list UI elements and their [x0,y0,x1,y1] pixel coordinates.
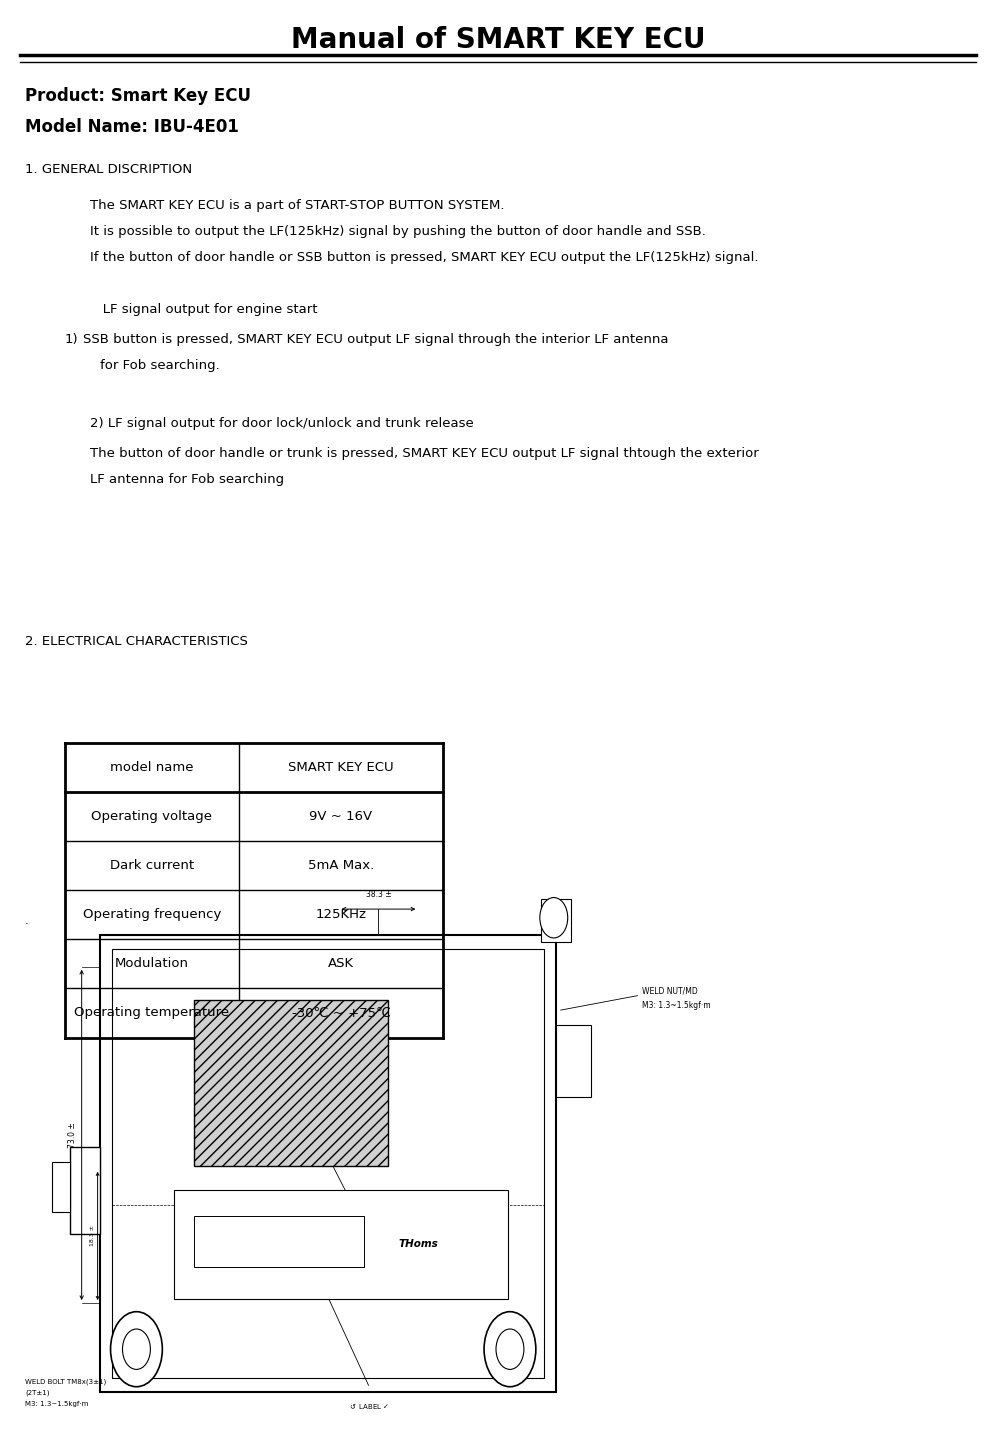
Text: Operating voltage: Operating voltage [92,810,212,824]
Text: .: . [25,916,29,926]
Bar [194,1216,364,1267]
Text: 73.0 ±: 73.0 ± [68,1123,77,1147]
Circle shape [496,1329,524,1369]
Text: 18.3 ±: 18.3 ± [90,1225,95,1247]
Text: 38.3 ±: 38.3 ± [366,890,391,899]
Text: SSB button is pressed, SMART KEY ECU output LF signal through the interior LF an: SSB button is pressed, SMART KEY ECU out… [83,333,668,346]
Text: M3: 1.3~1.5kgf·m: M3: 1.3~1.5kgf·m [642,1001,711,1010]
Text: LF antenna for Fob searching: LF antenna for Fob searching [90,473,284,486]
Bar [556,1025,591,1097]
Text: 125KHz: 125KHz [316,908,367,922]
Text: If the button of door handle or SSB button is pressed, SMART KEY ECU output the : If the button of door handle or SSB butt… [90,251,758,264]
Text: model name: model name [110,760,193,775]
Text: SMART KEY ECU: SMART KEY ECU [288,760,393,775]
Text: 1. GENERAL DISCRIPTION: 1. GENERAL DISCRIPTION [25,163,192,176]
Bar [52,1162,70,1212]
Text: (2T±1): (2T±1) [25,1390,50,1397]
Text: -30℃ ~ +75℃: -30℃ ~ +75℃ [292,1006,390,1020]
Text: 2. ELECTRICAL CHARACTERISTICS: 2. ELECTRICAL CHARACTERISTICS [25,635,248,648]
Text: M3: 1.3~1.5kgf·m: M3: 1.3~1.5kgf·m [25,1401,89,1407]
Text: 1): 1) [65,333,79,346]
Text: THoms: THoms [398,1240,438,1248]
Text: Operating frequency: Operating frequency [83,908,221,922]
Text: Modulation: Modulation [115,957,189,971]
Text: for Fob searching.: for Fob searching. [83,359,219,372]
Bar [70,1147,100,1234]
Text: 9V ~ 16V: 9V ~ 16V [310,810,373,824]
Text: 5mA Max.: 5mA Max. [308,859,374,873]
Circle shape [540,898,568,938]
Bar [194,1000,388,1166]
Text: Operating temperature: Operating temperature [75,1006,229,1020]
Text: The button of door handle or trunk is pressed, SMART KEY ECU output LF signal th: The button of door handle or trunk is pr… [90,447,758,460]
Bar [112,949,544,1378]
Circle shape [123,1329,150,1369]
Text: The SMART KEY ECU is a part of START-STOP BUTTON SYSTEM.: The SMART KEY ECU is a part of START-STO… [90,199,504,212]
Text: >PP-T030<: >PP-T030< [234,1248,274,1254]
Text: It is possible to output the LF(125kHz) signal by pushing the button of door han: It is possible to output the LF(125kHz) … [90,225,705,238]
Text: LF signal output for engine start: LF signal output for engine start [90,303,317,316]
Text: Product: Smart Key ECU: Product: Smart Key ECU [25,87,251,104]
Text: $\circlearrowleft$ LABEL $\checkmark$: $\circlearrowleft$ LABEL $\checkmark$ [348,1403,389,1411]
Text: 2) LF signal output for door lock/unlock and trunk release: 2) LF signal output for door lock/unlock… [90,417,473,430]
Text: ASK: ASK [328,957,355,971]
Circle shape [484,1312,536,1387]
Circle shape [111,1312,162,1387]
Text: Model Name: IBU-4E01: Model Name: IBU-4E01 [25,118,239,136]
Bar [100,935,556,1392]
Text: WELD NUT/MD: WELD NUT/MD [642,987,698,996]
Bar [174,1190,508,1299]
Bar [541,899,571,942]
Text: Manual of SMART KEY ECU: Manual of SMART KEY ECU [291,26,705,53]
Text: WELD BOLT TM8x(3±1): WELD BOLT TM8x(3±1) [25,1378,107,1385]
Text: Dark current: Dark current [110,859,194,873]
